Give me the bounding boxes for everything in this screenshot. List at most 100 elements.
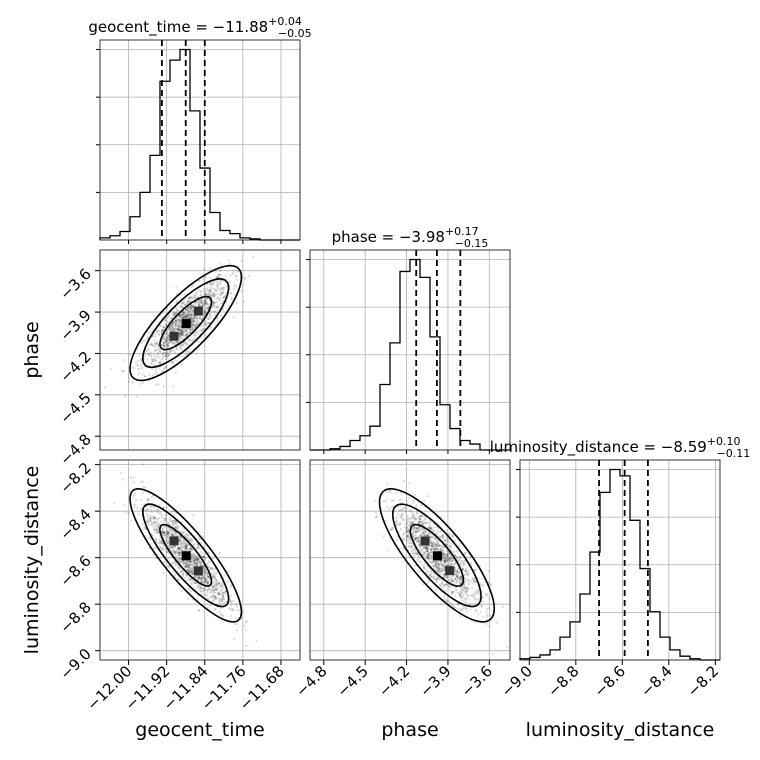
sample-point [178,553,181,557]
sample-point [211,283,214,286]
sample-point [213,309,217,313]
sample-point [445,557,448,561]
sample-point [458,571,461,574]
sample-point [448,561,451,564]
sample-point [196,576,200,580]
sample-point [217,273,220,276]
sample-point [210,568,213,571]
sample-point [408,538,411,541]
sample-point [207,597,210,601]
sample-point [206,581,209,584]
sample-point [458,578,461,582]
sample-point [184,312,187,316]
sample-point [426,555,429,558]
sample-point [430,541,433,544]
sample-point [168,516,171,519]
sample-point [163,533,166,536]
sample-point [189,566,192,570]
sample-point [201,325,205,328]
sample-point [147,537,150,540]
sample-point [232,287,235,290]
sample-point [164,344,167,347]
sample-point [211,575,214,578]
sample-point [184,562,187,565]
sample-point [220,582,223,585]
sample-point [435,579,438,582]
sample-point [207,582,210,585]
sample-point [198,290,201,293]
sample-point [444,559,447,563]
sample-point [244,276,247,279]
sample-point [441,569,444,573]
sample-point [441,553,444,556]
sample-point [156,521,159,524]
sample-point [170,545,174,548]
sample-point [489,614,492,617]
sample-point [426,534,429,537]
sample-point [426,588,429,591]
sample-point [424,529,427,532]
density-peak [169,331,179,341]
sample-point [171,546,174,549]
sample-point [425,532,428,536]
sample-point [217,593,221,596]
sample-point [415,536,418,540]
sample-point [164,319,167,322]
sample-point [131,496,135,499]
sample-point [196,319,199,322]
sample-point [154,525,158,528]
sample-point [188,567,191,571]
sample-point [170,329,173,332]
sample-point [206,573,210,576]
sample-point [196,323,199,327]
sample-point [468,603,471,606]
sample-point [155,527,158,531]
sample-point [453,562,457,565]
sample-point [197,584,200,587]
sample-point [458,594,461,597]
sample-point [213,304,216,307]
sample-point [160,530,164,534]
sample-point [178,332,181,335]
sample-point [433,543,437,546]
sample-point [417,540,420,543]
sample-point [181,343,185,347]
sample-point [152,517,155,520]
sample-point [421,532,425,535]
sample-point [424,545,427,549]
sample-point [221,615,225,618]
sample-point [175,319,178,322]
sample-point [421,548,424,551]
sample-point [168,565,171,568]
sample-point [430,570,433,574]
sample-point [235,602,238,605]
sample-point [180,570,183,573]
sample-point [214,276,218,279]
sample-point [408,544,411,548]
sample-point [174,534,177,537]
sample-point [201,328,205,331]
sample-point [207,582,210,586]
sample-point [171,562,174,565]
sample-point [187,539,190,542]
sample-point [428,522,431,525]
sample-point [436,533,439,536]
sample-point [444,556,447,560]
sample-point [185,334,188,337]
sample-point [170,534,173,537]
sample-point [382,493,385,496]
sample-point [465,601,468,604]
sample-point [199,302,202,305]
sample-point [157,332,161,336]
sample-point [167,544,171,548]
sample-point [185,574,189,577]
sample-point [194,576,198,579]
sample-point [415,526,418,529]
sample-point [229,607,232,611]
sample-point [151,534,155,537]
sample-point [139,360,142,363]
sample-point [179,305,182,308]
sample-point [190,555,193,558]
sample-point [155,342,158,345]
sample-point [192,304,195,308]
